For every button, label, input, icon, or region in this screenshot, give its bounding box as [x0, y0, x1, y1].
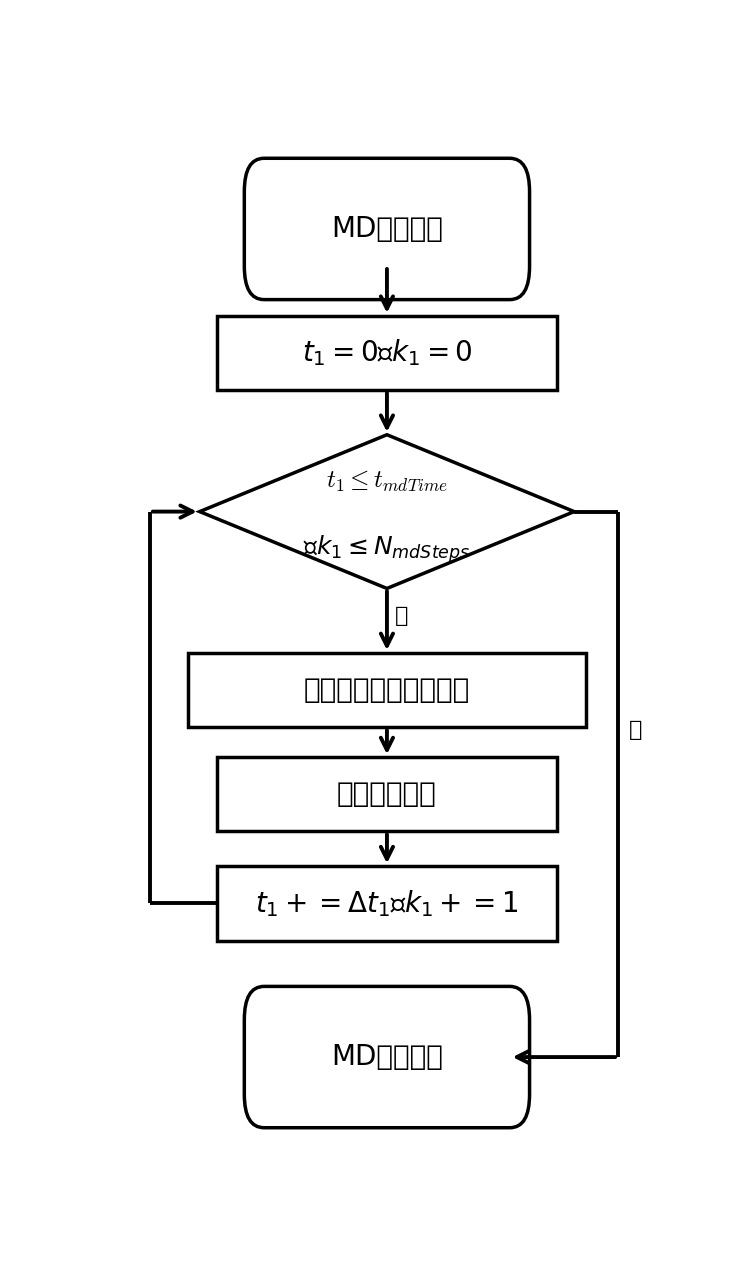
FancyBboxPatch shape — [245, 987, 529, 1128]
Text: 是: 是 — [395, 607, 408, 626]
Text: 计算原子间相互作用力: 计算原子间相互作用力 — [304, 676, 470, 705]
Text: 或$k_1 \leq N_{mdSteps}$: 或$k_1 \leq N_{mdSteps}$ — [304, 533, 470, 565]
Text: MD模拟结束: MD模拟结束 — [331, 1043, 443, 1072]
Bar — [188, 653, 586, 728]
Text: 否: 否 — [629, 720, 643, 739]
Bar — [217, 757, 556, 832]
Bar — [217, 316, 556, 390]
Bar — [217, 866, 556, 940]
Polygon shape — [199, 435, 575, 589]
Text: 求解运动方程: 求解运动方程 — [337, 781, 437, 809]
Text: $t_1+=\Delta t_1$或$k_1+=1$: $t_1+=\Delta t_1$或$k_1+=1$ — [255, 887, 519, 918]
Text: $t_1=0$或$k_1=0$: $t_1=0$或$k_1=0$ — [301, 337, 473, 368]
Text: $t_1 \leq t_{mdTime}$: $t_1 \leq t_{mdTime}$ — [326, 469, 448, 495]
Text: MD模拟开始: MD模拟开始 — [331, 215, 443, 243]
FancyBboxPatch shape — [245, 158, 529, 300]
